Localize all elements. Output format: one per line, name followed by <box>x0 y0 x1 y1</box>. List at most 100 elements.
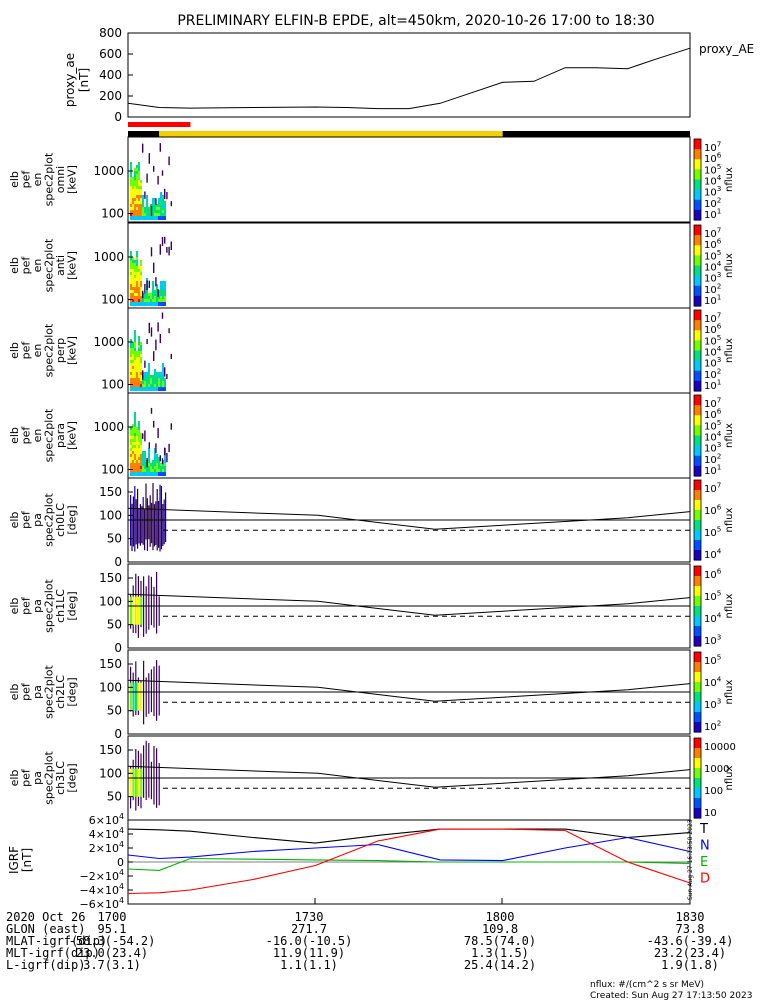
spectrogram-cell <box>132 375 134 378</box>
spectrogram-cell <box>156 296 158 299</box>
igrf-ytick-label: −2×104 <box>80 868 124 883</box>
colorbar-segment <box>694 340 701 343</box>
pa-ylabel-line: [deg] <box>66 505 79 534</box>
spectrogram-cell <box>130 427 132 430</box>
spectrogram-cell <box>138 451 140 454</box>
colorbar-segment <box>694 348 701 352</box>
colorbar-segment <box>694 630 701 633</box>
pa-streak <box>141 506 143 544</box>
spectrogram-cell <box>130 457 132 460</box>
spectrogram-cell <box>162 284 164 287</box>
colorbar-segment <box>694 336 701 339</box>
spectrogram-cell <box>138 372 140 375</box>
spectrogram-cell <box>138 457 140 460</box>
colorbar-segment <box>694 326 701 329</box>
spectrogram-cell <box>140 296 142 299</box>
spectrogram-cell <box>140 363 142 366</box>
colorbar-segment <box>694 439 701 443</box>
colorbar-segment <box>694 471 701 475</box>
spectrogram-cell <box>134 412 136 415</box>
pa-streak <box>159 484 161 552</box>
spectrogram-cell <box>136 433 138 436</box>
spectrogram-cell <box>138 272 140 275</box>
spectrogram-cell <box>132 427 134 430</box>
colorbar-segment <box>694 299 701 303</box>
spectrogram-cell <box>154 469 156 472</box>
ephemeris-value: 25.4(14.2) <box>464 958 536 972</box>
spectrogram-cell <box>152 463 154 466</box>
spec-ytick-label: 1000 <box>93 335 124 349</box>
spectrogram-cell <box>134 375 136 378</box>
spectrogram-cell <box>130 183 132 186</box>
spectrogram-cell <box>148 463 150 466</box>
spectrogram-cell <box>144 466 146 469</box>
ephemeris-value: 23.0(23.4) <box>76 946 148 960</box>
colorbar-segment <box>694 716 701 719</box>
spectrogram-cell <box>158 296 160 299</box>
spectrogram-cell <box>144 384 146 387</box>
pa-streak <box>145 586 147 634</box>
spectrogram-cell <box>152 216 154 220</box>
spectrogram-cell <box>158 457 160 460</box>
colorbar-segment <box>694 796 701 799</box>
spectrogram-cell <box>136 287 138 290</box>
colorbar-tick-label: 100 <box>704 786 723 797</box>
ephemeris-value: 3.7(3.1) <box>83 958 141 972</box>
spectrogram-cell <box>130 345 132 348</box>
spectrogram-cell <box>140 360 142 363</box>
colorbar-segment <box>694 287 701 291</box>
spectrogram-cell <box>130 210 132 213</box>
spectrogram-streak <box>142 433 144 439</box>
spectrogram-cell <box>138 204 140 207</box>
colorbar-segment <box>694 554 701 557</box>
ephemeris-row-label: MLT-igrf(dip) <box>6 946 100 960</box>
spectrogram-cell <box>134 204 136 207</box>
colorbar-tick-label: 104 <box>704 259 722 274</box>
spectrogram-cell <box>142 451 144 454</box>
spectrogram-cell <box>138 183 140 186</box>
spectrogram-cell <box>148 466 150 469</box>
spectrogram-cell <box>134 360 136 363</box>
spectrogram-cell <box>158 302 160 306</box>
colorbar-segment <box>694 388 701 392</box>
spectrogram-cell <box>144 381 146 384</box>
colorbar-segment <box>694 366 701 370</box>
spectrogram-cell <box>138 460 140 463</box>
colorbar-segment <box>694 245 701 248</box>
spectrogram-cell <box>134 195 136 198</box>
spectrogram-cell <box>138 207 140 210</box>
pa-ylabel-line: pef <box>20 596 33 615</box>
spectrogram-cell <box>140 451 142 454</box>
spectrogram-cell <box>136 260 138 263</box>
spectrogram-cell <box>134 174 136 177</box>
spectrogram-cell <box>148 296 150 299</box>
colorbar-segment <box>694 486 701 489</box>
colorbar-segment <box>694 528 701 531</box>
colorbar-segment <box>694 602 701 605</box>
colorbar-segment <box>694 488 701 491</box>
spectrogram-streak <box>155 443 157 454</box>
spectrogram-cell <box>132 442 134 445</box>
spectrogram-cell <box>164 466 166 469</box>
spectrogram-cell <box>142 195 144 198</box>
colorbar-segment <box>694 167 701 170</box>
spectrogram-cell <box>152 207 154 210</box>
colorbar-segment <box>694 702 701 705</box>
spectrogram-cell <box>146 375 148 378</box>
spectrogram-cell <box>142 381 144 384</box>
pa-streak <box>144 509 146 551</box>
colorbar-segment <box>694 620 701 623</box>
spectrogram-cell <box>144 207 146 210</box>
spectrogram-cell <box>154 381 156 384</box>
pa-streak <box>131 503 133 552</box>
spectrogram-cell <box>132 424 134 427</box>
spectrogram-cell <box>154 216 156 220</box>
spectrogram-streak <box>168 156 170 166</box>
spectrogram-cell <box>134 183 136 186</box>
spectrogram-cell <box>160 299 162 302</box>
pa-streak <box>153 586 155 628</box>
spectrogram-cell <box>130 351 132 354</box>
colorbar-segment <box>694 356 701 360</box>
spectrogram-cell <box>138 275 140 278</box>
colorbar-segment <box>694 370 701 374</box>
